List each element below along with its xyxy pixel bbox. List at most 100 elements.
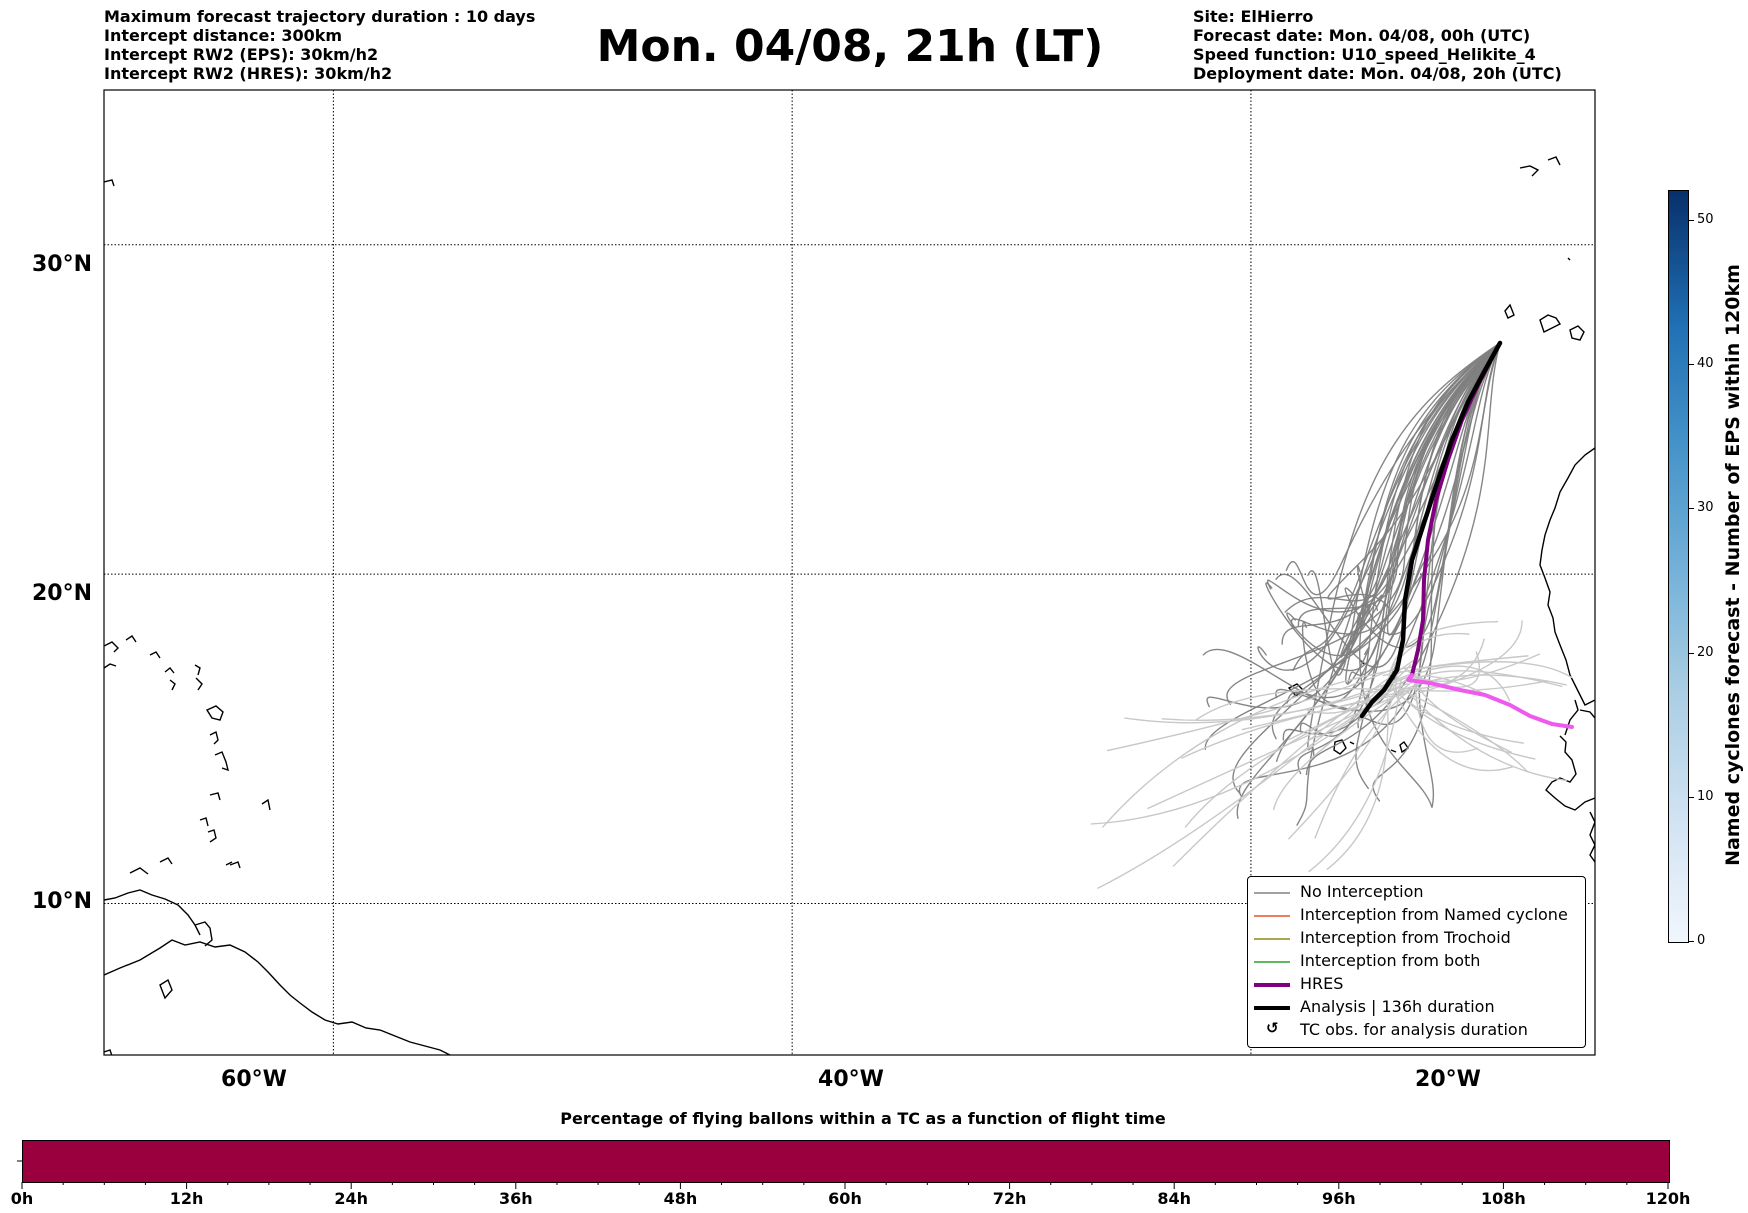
coastline-segment — [164, 667, 175, 674]
legend-label: TC obs. for analysis duration — [1300, 1020, 1528, 1039]
coastline-segment — [1504, 303, 1515, 319]
coastlines — [104, 156, 1595, 1055]
coastline-segment — [104, 939, 452, 1055]
coastline-segment — [209, 730, 219, 745]
header-right-line: Speed function: U10_speed_Helikite_4 — [1193, 45, 1536, 64]
lat-label-10n: 10°N — [32, 889, 93, 914]
ensemble-trajectory-line — [1296, 342, 1501, 826]
lat-label-20n: 20°N — [32, 581, 93, 606]
colorbar-tick-label: 40 — [1697, 356, 1714, 372]
coastline-segment — [104, 663, 117, 669]
flight-time-tick-label: 12h — [169, 1189, 204, 1208]
ensemble-trajectory-line — [1106, 668, 1394, 752]
coastline-segment — [261, 798, 271, 811]
legend-item: Interception from Named cyclone — [1248, 904, 1585, 926]
coastline-segment — [169, 679, 176, 691]
coastline-segment — [199, 817, 209, 827]
legend-label: Interception from Named cyclone — [1300, 905, 1568, 924]
ensemble-trajectory-line — [1184, 683, 1408, 828]
ensemble-trajectory-line — [1416, 680, 1549, 692]
ensemble-trajectory-line — [1345, 342, 1501, 685]
legend-label: HRES — [1300, 974, 1344, 993]
ensemble-trajectory-line — [1314, 686, 1415, 839]
coastline-segment — [194, 664, 201, 676]
coastline-segment — [1349, 741, 1355, 745]
header-left-info: Maximum forecast trajectory duration : 1… — [104, 7, 535, 83]
legend-swatch-named-cyclone — [1254, 915, 1290, 917]
colorbar-tick-label: 50 — [1697, 211, 1714, 227]
ensemble-trajectory-line — [1195, 688, 1389, 721]
coastline-segment — [1594, 803, 1595, 805]
ensemble-trajectory-line — [1147, 691, 1405, 810]
lon-label-60w: 60°W — [221, 1067, 287, 1092]
flight-time-tick-label: 60h — [828, 1189, 862, 1208]
ensemble-trajectory-line — [1308, 679, 1402, 873]
ensemble-trajectory-line — [1358, 342, 1501, 808]
legend-item: No Interception — [1248, 881, 1585, 903]
flight-time-tick-label: 48h — [663, 1189, 698, 1208]
analysis-trajectory-line — [1359, 340, 1503, 719]
flight-time-tick-label: 24h — [334, 1189, 369, 1208]
flight-time-tick-label: 72h — [992, 1189, 1027, 1208]
trajectory-group — [1090, 340, 1574, 889]
colorbar-tick — [1689, 364, 1694, 366]
flight-time-tick-label: 120h — [1645, 1189, 1691, 1208]
header-left-line: Intercept distance: 300km — [104, 26, 343, 45]
header-right-line: Site: ElHierro — [1193, 7, 1314, 26]
colorbar-tick — [1689, 508, 1694, 510]
map-border — [103, 89, 1596, 1056]
legend-label: No Interception — [1300, 882, 1424, 901]
coastline-segment — [159, 978, 173, 1000]
legend-label: Interception from both — [1300, 951, 1481, 970]
legend-item: ↺ TC obs. for analysis duration — [1248, 1019, 1585, 1041]
header-left-line: Intercept RW2 (EPS): 30km/h2 — [104, 45, 379, 64]
coastline-segment — [214, 751, 229, 772]
ensemble-trajectory-line — [1400, 638, 1485, 690]
legend-item: HRES — [1248, 973, 1585, 995]
ensemble-trajectory-line — [1285, 342, 1501, 596]
ensemble-trajectory-line — [1401, 670, 1563, 692]
legend-swatch-both — [1254, 961, 1290, 963]
ensemble-trajectory-line — [1226, 342, 1501, 705]
legend-item: Analysis | 136h duration — [1248, 996, 1585, 1018]
colorbar-tick — [1689, 219, 1694, 221]
ensemble-trajectory-line — [1406, 690, 1568, 782]
header-right-line: Deployment date: Mon. 04/08, 20h (UTC) — [1193, 64, 1562, 83]
coastline-segment — [1519, 165, 1540, 177]
colorbar-tick-label: 20 — [1697, 644, 1714, 660]
coastline-segment — [1579, 709, 1595, 719]
flight-time-tick-label: 108h — [1480, 1189, 1526, 1208]
coastline-segment — [194, 921, 213, 947]
ensemble-trajectory-line — [1395, 695, 1514, 772]
flight-time-tick-label: 36h — [498, 1189, 533, 1208]
coastline-segment — [195, 677, 203, 691]
coastline-segment — [225, 861, 233, 866]
hres-trajectory-late-line — [1406, 673, 1574, 729]
coastline-segment — [1539, 314, 1562, 333]
colorbar-tick-label: 0 — [1697, 933, 1706, 948]
flight-time-percentage-bar — [22, 1140, 1670, 1183]
legend-swatch-trochoid — [1254, 938, 1290, 940]
colorbar-tick-label: 10 — [1697, 788, 1714, 804]
coastline-segment — [125, 635, 137, 643]
ensemble-trajectory-line — [1172, 660, 1414, 867]
ensemble-trajectory-line — [1307, 342, 1501, 676]
coastline-segment — [104, 179, 115, 187]
coastline-segment — [1569, 325, 1585, 341]
coastline-segment — [1539, 447, 1595, 706]
ensemble-trajectory-line — [1272, 691, 1403, 811]
colorbar — [1668, 190, 1689, 943]
header-left-line: Maximum forecast trajectory duration : 1… — [104, 7, 536, 26]
coastline-segment — [129, 867, 149, 875]
coastline-segment — [104, 641, 119, 653]
ensemble-trajectory-line — [1356, 342, 1501, 636]
legend-swatch-hres — [1254, 983, 1290, 987]
ensemble-trajectory-line — [1097, 670, 1402, 889]
legend-label: Interception from Trochoid — [1300, 928, 1511, 947]
coastline-segment — [205, 705, 224, 721]
ensemble-trajectory-line — [1392, 684, 1529, 773]
ensemble-trajectory-line — [1291, 342, 1501, 635]
map-legend: No Interception Interception from Named … — [1247, 876, 1586, 1048]
lat-label-30n: 30°N — [32, 252, 93, 277]
